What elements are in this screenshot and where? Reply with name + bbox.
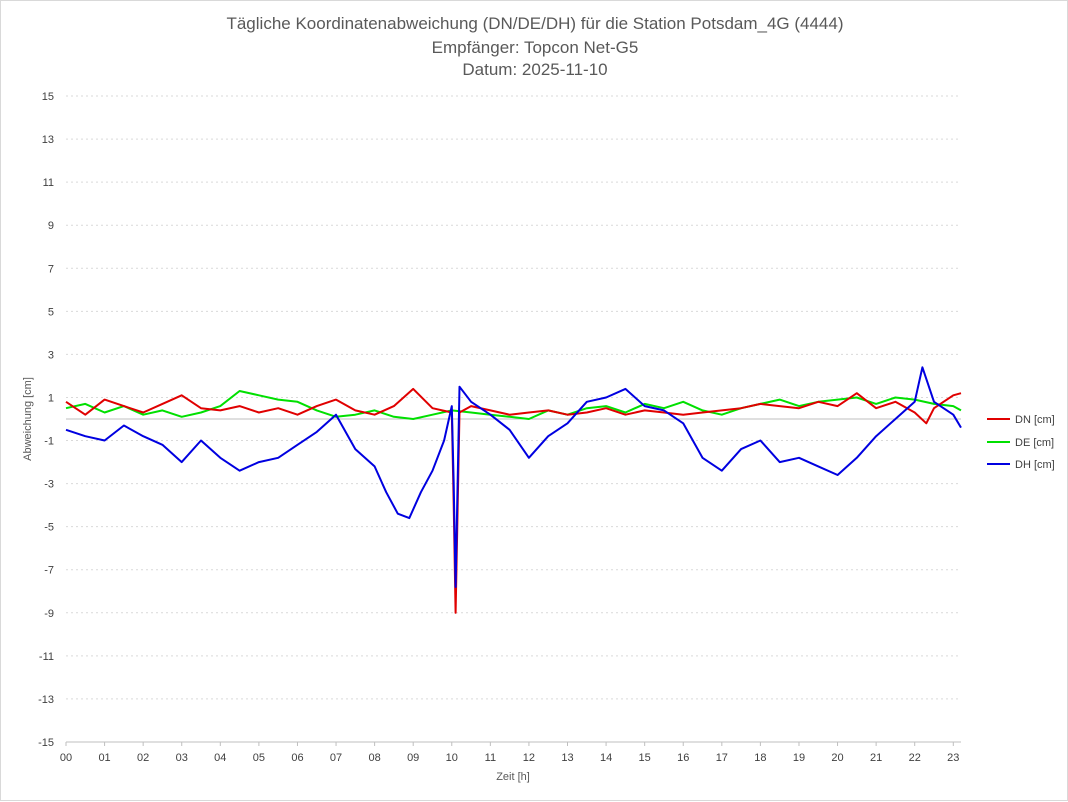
y-tick-label: -11: [39, 651, 54, 663]
y-tick-label: 7: [48, 263, 54, 275]
chart-title-line-3: Datum: 2025-11-10: [462, 60, 607, 79]
y-tick-label: -5: [44, 522, 54, 534]
y-tick-label: -7: [44, 565, 54, 577]
legend: DN [cm] DE [cm] DH [cm]: [987, 414, 1055, 471]
chart-title-line-1: Tägliche Koordinatenabweichung (DN/DE/DH…: [226, 14, 843, 33]
x-tick-label: 12: [523, 752, 535, 764]
x-tick-label: 00: [60, 752, 72, 764]
series-lines: [65, 366, 962, 614]
y-tick-label: -3: [44, 479, 54, 491]
y-tick-label: 1: [48, 392, 54, 404]
x-tick-label: 16: [677, 752, 689, 764]
y-axis-title: Abweichung [cm]: [22, 377, 34, 461]
x-tick-label: 01: [98, 752, 110, 764]
x-axis-ticks: 00 01 02 03 04 05 06 07 08 09 10 11 12 13 14 15 16 17 18 19…: [60, 742, 959, 764]
x-tick-label: 02: [137, 752, 149, 764]
y-tick-label: 13: [42, 134, 54, 146]
x-tick-label: 22: [909, 752, 921, 764]
y-tick-label: 5: [48, 306, 54, 318]
chart-title: Tägliche Koordinatenabweichung (DN/DE/DH…: [226, 14, 843, 79]
y-tick-label: -15: [38, 737, 54, 749]
y-tick-label: -13: [38, 694, 54, 706]
series-line-de: [65, 390, 962, 420]
x-tick-label: 15: [639, 752, 651, 764]
x-tick-label: 10: [446, 752, 458, 764]
x-tick-label: 18: [754, 752, 766, 764]
x-tick-label: 09: [407, 752, 419, 764]
x-tick-label: 11: [485, 752, 496, 764]
legend-label: DN [cm]: [1015, 414, 1055, 426]
x-axis-title: Zeit [h]: [496, 771, 530, 783]
y-tick-label: 9: [48, 220, 54, 232]
x-tick-label: 21: [870, 752, 882, 764]
x-tick-label: 20: [831, 752, 843, 764]
y-tick-label: 3: [48, 349, 54, 361]
x-tick-label: 23: [947, 752, 959, 764]
x-tick-label: 14: [600, 752, 612, 764]
y-axis-ticks: 15 13 11 9 7 5 3 1 -1 -3 -5 -7 -9 -11 -13 -15: [38, 91, 54, 749]
x-tick-label: 19: [793, 752, 805, 764]
series-line-dh: [65, 366, 962, 588]
legend-label: DE [cm]: [1015, 437, 1054, 449]
y-tick-label: -1: [44, 436, 54, 448]
chart-title-line-2: Empfänger: Topcon Net-G5: [432, 38, 639, 57]
x-tick-label: 06: [291, 752, 303, 764]
series-line-dn: [65, 387, 962, 614]
x-tick-label: 08: [368, 752, 380, 764]
x-tick-label: 07: [330, 752, 342, 764]
y-tick-label: 15: [42, 91, 54, 103]
x-tick-label: 13: [561, 752, 573, 764]
x-tick-label: 17: [716, 752, 728, 764]
x-tick-label: 04: [214, 752, 226, 764]
x-tick-label: 05: [253, 752, 265, 764]
y-tick-label: -9: [44, 608, 54, 620]
legend-label: DH [cm]: [1015, 459, 1055, 471]
grid: [66, 95, 961, 743]
x-tick-label: 03: [176, 752, 188, 764]
y-tick-label: 11: [43, 177, 54, 189]
